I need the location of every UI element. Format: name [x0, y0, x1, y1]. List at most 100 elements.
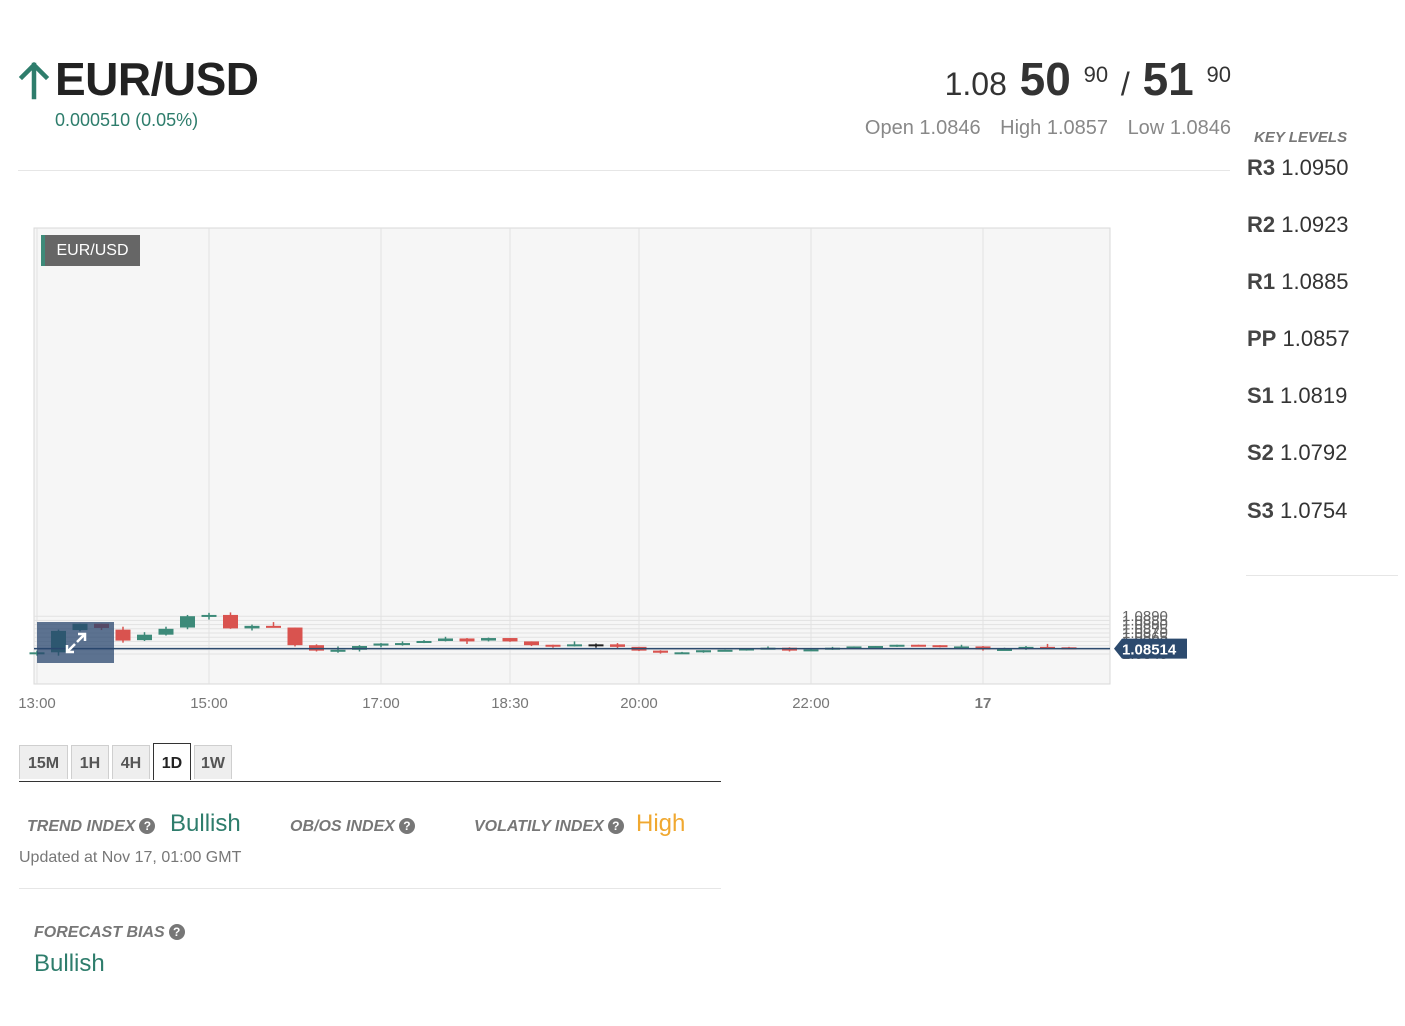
key-level-s3: S3 1.0754 — [1247, 498, 1347, 524]
candle-body — [567, 644, 582, 647]
volatility-index-value: High — [636, 810, 686, 837]
candle-body — [180, 616, 195, 628]
indices-divider — [19, 888, 721, 889]
low-label: Low — [1127, 117, 1165, 139]
level-value: 1.0923 — [1281, 212, 1349, 237]
candlestick-chart[interactable]: 1.08901.08851.08801.08751.08701.08651.08… — [0, 220, 1200, 720]
y-tick-label: 1.0870 — [1122, 625, 1168, 642]
candle-body — [287, 627, 303, 646]
candle-body — [266, 625, 281, 628]
candle-body — [696, 650, 711, 653]
y-tick-label: 1.0885 — [1122, 612, 1168, 629]
level-value: 1.0885 — [1281, 269, 1349, 294]
open-value: 1.0846 — [919, 117, 981, 139]
x-tick-label: 22:00 — [792, 695, 830, 712]
level-name: S3 — [1247, 498, 1274, 523]
key-level-s2: S2 1.0792 — [1247, 440, 1347, 466]
y-tick-label: 1.0880 — [1122, 617, 1168, 634]
question-circle-icon[interactable]: ? — [607, 818, 624, 834]
level-name: S2 — [1247, 440, 1274, 465]
high-value: 1.0857 — [1046, 117, 1108, 139]
expand-chart-button[interactable] — [37, 622, 114, 663]
current-price-value: 1.08514 — [1122, 642, 1177, 659]
key-level-s1: S1 1.0819 — [1247, 383, 1347, 409]
bid-fraction: 90 — [1083, 62, 1109, 87]
key-level-r2: R2 1.0923 — [1247, 212, 1349, 238]
currency-pair-title: EUR/USD — [55, 53, 259, 105]
key-levels-divider — [1246, 575, 1398, 576]
high-label: High — [1000, 117, 1042, 139]
y-tick-label: 1.0890 — [1122, 608, 1168, 625]
price-change: 0.000510 (0.05%) — [55, 110, 199, 130]
plot-area — [33, 227, 1111, 685]
level-value: 1.0950 — [1281, 155, 1349, 180]
key-level-r1: R1 1.0885 — [1247, 269, 1349, 295]
candle-body — [244, 625, 260, 629]
tab-1h[interactable]: 1H — [71, 745, 109, 779]
candle-body — [911, 644, 926, 647]
bid-pips: 50 — [1019, 53, 1071, 105]
obos-index-text: OB/OS INDEX — [290, 818, 395, 835]
level-value: 1.0754 — [1280, 498, 1348, 523]
candle-body — [954, 646, 969, 649]
trend-index-label: TREND INDEX? — [27, 818, 156, 836]
expand-arrows-icon — [65, 632, 86, 653]
key-level-r3: R3 1.0950 — [1247, 155, 1349, 181]
price-separator: / — [1120, 66, 1130, 102]
candle-body — [459, 638, 475, 642]
level-name: R2 — [1247, 212, 1276, 237]
forecast-bias-text: FORECAST BIAS — [34, 924, 165, 941]
candle-body — [158, 628, 174, 635]
current-price-tag — [1114, 638, 1187, 659]
question-circle-icon[interactable]: ? — [168, 924, 185, 940]
level-value: 1.0792 — [1280, 440, 1348, 465]
candle-body — [717, 649, 733, 652]
x-tick-label: 15:00 — [190, 695, 228, 712]
forecast-bias-value: Bullish — [34, 950, 105, 977]
candle-body — [1040, 646, 1055, 649]
question-circle-icon[interactable]: ? — [398, 818, 415, 834]
volatility-index-label: VOLATILY INDEX? — [474, 818, 624, 836]
candle-body — [674, 652, 690, 655]
candle-body — [438, 638, 453, 641]
level-name: S1 — [1247, 383, 1274, 408]
x-tick-label: 20:00 — [620, 695, 658, 712]
level-value: 1.0819 — [1280, 383, 1348, 408]
forecast-bias-label: FORECAST BIAS? — [34, 924, 185, 942]
candle-body — [223, 614, 238, 629]
ask-fraction: 90 — [1206, 62, 1231, 87]
open-high-low: Open 1.0846 High 1.0857 Low 1.0846 — [865, 117, 1231, 140]
arrow-up-icon — [18, 62, 50, 100]
tab-4h[interactable]: 4H — [112, 745, 150, 779]
candle-body — [330, 649, 346, 652]
ask-pips: 51 — [1142, 53, 1194, 105]
candle-body — [610, 644, 625, 647]
candle-body — [739, 648, 754, 651]
tab-15m[interactable]: 15M — [19, 745, 68, 779]
candle-body — [846, 646, 862, 649]
candle-body — [416, 640, 432, 643]
x-tick-label: 18:30 — [491, 695, 529, 712]
candle-body — [373, 643, 389, 646]
question-circle-icon[interactable]: ? — [139, 818, 156, 834]
trend-index-text: TREND INDEX — [27, 818, 136, 835]
x-tick-label: 17 — [975, 695, 992, 712]
open-label: Open — [864, 117, 914, 139]
candle-body — [868, 646, 883, 649]
timeframe-tabs: 15M 1H 4H 1D 1W — [19, 743, 235, 780]
trend-index-value: Bullish — [170, 810, 241, 837]
candle-body — [201, 614, 217, 617]
bid-prefix: 1.08 — [944, 66, 1007, 102]
candle-body — [997, 648, 1012, 651]
volatility-index-text: VOLATILY INDEX — [474, 818, 604, 835]
x-tick-label: 17:00 — [362, 695, 400, 712]
obos-index-label: OB/OS INDEX? — [290, 818, 415, 836]
tab-1w[interactable]: 1W — [194, 745, 232, 779]
tab-1d[interactable]: 1D — [153, 743, 191, 780]
candle-body — [137, 634, 152, 641]
level-value: 1.0857 — [1282, 326, 1350, 351]
bid-ask-price: 1.08 50 90 / 51 90 — [945, 52, 1231, 106]
x-tick-label: 13:00 — [18, 695, 56, 712]
candle-body — [889, 644, 905, 647]
candle-body — [395, 643, 410, 646]
